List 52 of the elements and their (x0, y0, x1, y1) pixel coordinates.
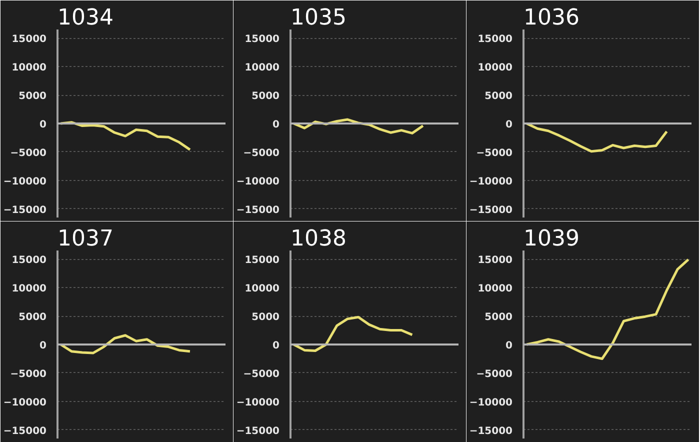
y-tick-label: 10000 (244, 62, 280, 74)
line-series (525, 258, 690, 360)
y-tick-label: −10000 (3, 397, 47, 408)
y-tick-label: 5000 (484, 91, 513, 102)
y-tick-label: 10000 (12, 62, 47, 74)
line-series (59, 334, 192, 354)
chart-title: 1034 (58, 6, 114, 30)
y-tick-label: 10000 (478, 62, 513, 74)
y-tick-label: 5000 (484, 312, 513, 324)
y-tick-label: 0 (272, 340, 280, 352)
y-tick-label: −15000 (236, 204, 280, 216)
y-tick-label: 15000 (478, 255, 513, 266)
y-tick-label: 10000 (12, 284, 47, 295)
y-tick-label: 5000 (18, 312, 47, 324)
y-tick-label: −5000 (243, 368, 280, 380)
y-tick-label: 10000 (478, 284, 513, 295)
y-tick-label: 0 (506, 340, 513, 352)
chart-title: 1038 (290, 226, 346, 252)
chart-title: 1039 (524, 226, 580, 252)
y-tick-label: −15000 (469, 204, 513, 216)
y-tick-label: 15000 (12, 34, 47, 46)
y-tick-label: −15000 (3, 204, 47, 216)
y-tick-label: 15000 (12, 255, 47, 266)
line-series (292, 316, 414, 352)
y-tick-label: 5000 (252, 312, 280, 324)
y-tick-label: −5000 (476, 148, 513, 159)
y-tick-label: 15000 (244, 255, 280, 266)
y-tick-label: 15000 (478, 34, 513, 46)
y-tick-label: 5000 (252, 91, 280, 102)
chart-title: 1036 (524, 6, 580, 30)
y-tick-label: −10000 (236, 176, 280, 188)
y-tick-label: −5000 (10, 148, 47, 159)
y-tick-label: −15000 (3, 426, 47, 437)
y-tick-label: −5000 (243, 148, 280, 159)
y-tick-label: 5000 (18, 91, 47, 102)
y-tick-label: −10000 (469, 176, 513, 188)
y-tick-label: 0 (40, 340, 47, 352)
y-tick-label: −5000 (476, 368, 513, 380)
y-tick-label: −10000 (3, 176, 47, 188)
y-tick-label: −10000 (236, 397, 280, 408)
y-tick-label: −15000 (469, 426, 513, 437)
chart-title: 1037 (58, 226, 114, 252)
y-tick-label: 0 (40, 120, 47, 130)
line-series (525, 122, 668, 153)
y-tick-label: 0 (506, 120, 513, 130)
y-tick-label: −5000 (10, 368, 47, 380)
y-tick-label: −10000 (469, 397, 513, 408)
chart-title: 1035 (290, 6, 346, 30)
y-tick-label: 10000 (244, 284, 280, 295)
y-tick-label: 0 (272, 120, 280, 130)
y-tick-label: −15000 (236, 426, 280, 437)
y-tick-label: 15000 (244, 34, 280, 46)
